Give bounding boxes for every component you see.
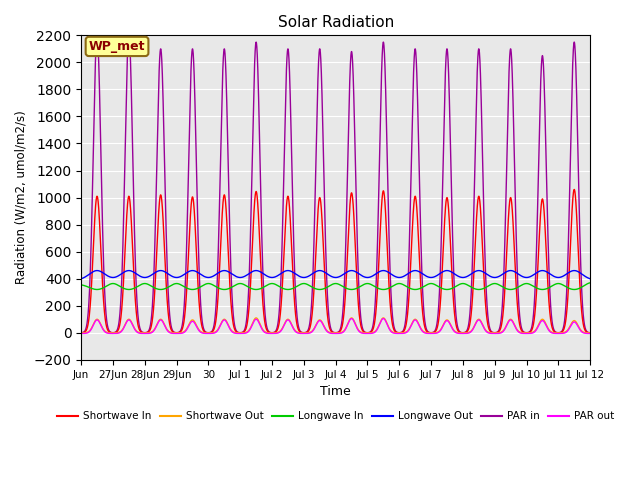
Title: Solar Radiation: Solar Radiation xyxy=(278,15,394,30)
Legend: Shortwave In, Shortwave Out, Longwave In, Longwave Out, PAR in, PAR out: Shortwave In, Shortwave Out, Longwave In… xyxy=(52,407,618,426)
Y-axis label: Radiation (W/m2, umol/m2/s): Radiation (W/m2, umol/m2/s) xyxy=(15,111,28,285)
Text: WP_met: WP_met xyxy=(89,40,145,53)
X-axis label: Time: Time xyxy=(320,385,351,398)
